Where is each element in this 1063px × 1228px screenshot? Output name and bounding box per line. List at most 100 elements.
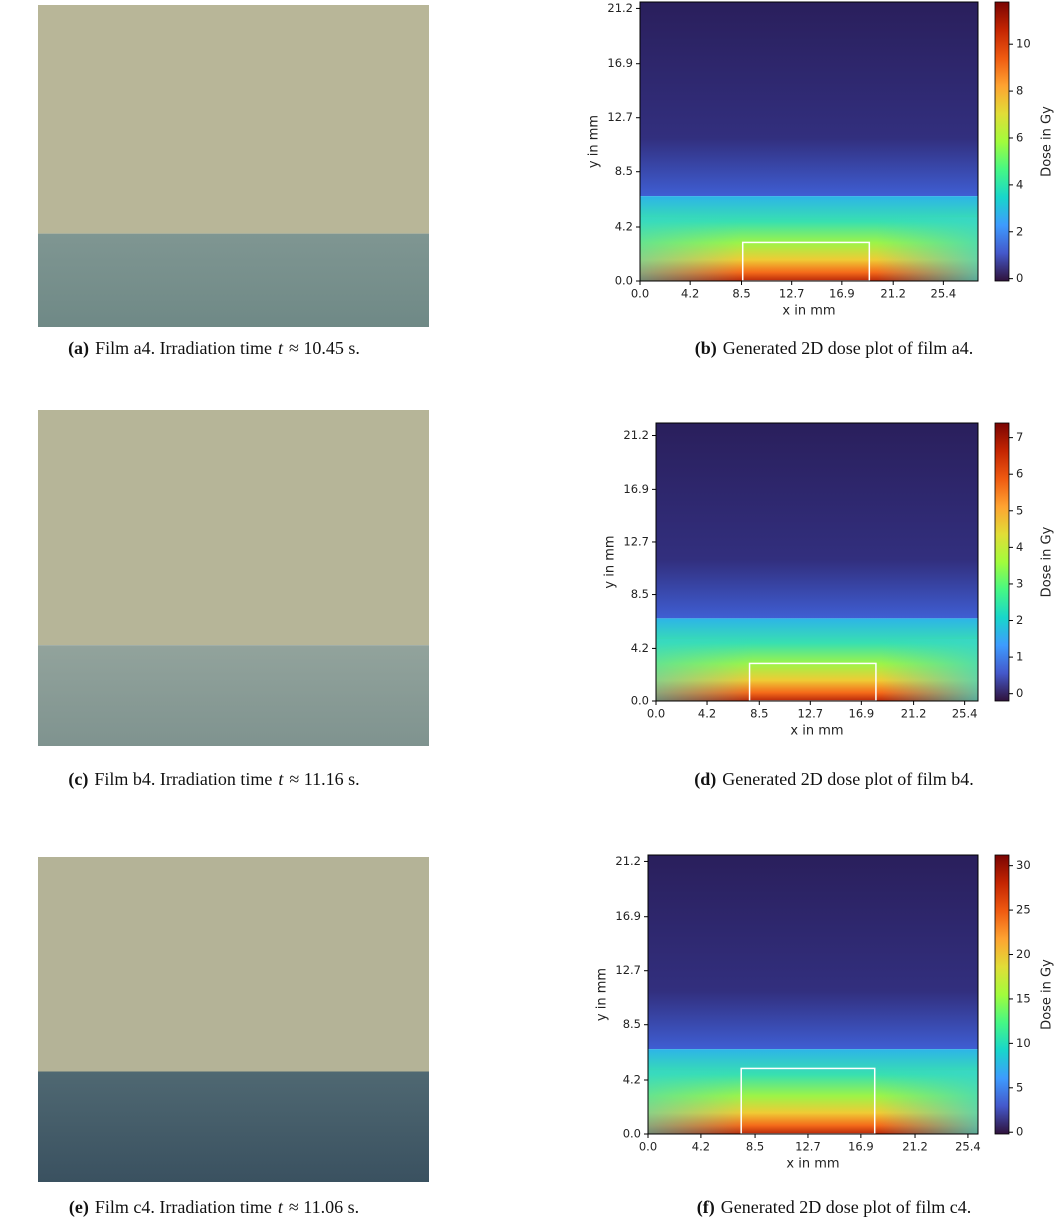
x-tick-label: 16.9 (829, 287, 855, 301)
x-axis-label: x in mm (786, 1157, 839, 1172)
x-tick-label: 25.4 (931, 287, 957, 301)
y-tick-label: 8.5 (615, 164, 633, 178)
caption-label: (a) (68, 338, 89, 359)
colorbar-tick-label: 6 (1016, 467, 1023, 481)
colorbar-tick-label: 10 (1016, 37, 1031, 51)
x-tick-label: 12.7 (795, 1140, 821, 1154)
caption: (a) Film a4. Irradiation time t ≈ 10.45 s. (68, 338, 360, 359)
colorbar-tick-label: 0 (1016, 686, 1023, 700)
y-tick-label: 0.0 (623, 1127, 641, 1141)
colorbar (994, 854, 1010, 1135)
y-tick-label: 16.9 (607, 56, 633, 70)
film-photo (38, 5, 429, 234)
x-tick-label: 21.2 (902, 1140, 928, 1154)
caption: (c) Film b4. Irradiation time t ≈ 11.16 s. (68, 769, 359, 790)
colorbar-tick-label: 20 (1016, 947, 1031, 961)
x-tick-label: 25.4 (952, 707, 978, 721)
colorbar-tick-label: 30 (1016, 858, 1031, 872)
y-tick-label: 21.2 (615, 854, 641, 868)
axes-frame (655, 422, 979, 702)
caption-text: Generated 2D dose plot of film a4. (723, 338, 973, 358)
colorbar-tick-label: 5 (1016, 503, 1023, 517)
caption-text: Generated 2D dose plot of film c4. (721, 1197, 971, 1217)
x-tick-label: 4.2 (692, 1140, 710, 1154)
colorbar-label: Dose in Gy (1040, 959, 1055, 1030)
axes-frame (647, 854, 979, 1135)
film-irradiated (38, 1071, 429, 1182)
x-tick-label: 4.2 (681, 287, 699, 301)
colorbar-tick-label: 4 (1016, 540, 1023, 554)
x-tick-label: 8.5 (746, 1140, 764, 1154)
caption-text: Film c4. Irradiation time (95, 1197, 272, 1217)
x-tick-label: 16.9 (849, 707, 875, 721)
y-axis-label: y in mm (595, 968, 610, 1021)
caption: (f) Generated 2D dose plot of film c4. (697, 1197, 971, 1218)
caption-var: t (278, 1197, 284, 1217)
film-photo (38, 410, 429, 646)
y-tick-label: 12.7 (623, 534, 649, 548)
colorbar-tick-label: 4 (1016, 177, 1023, 191)
colorbar (994, 1, 1010, 282)
colorbar-label: Dose in Gy (1040, 106, 1055, 177)
colorbar-tick-label: 25 (1016, 903, 1031, 917)
x-tick-label: 0.0 (647, 707, 665, 721)
colorbar-tick-label: 2 (1016, 224, 1023, 238)
y-tick-label: 21.2 (623, 428, 649, 442)
dose-edges (648, 1070, 978, 1134)
dose-low (656, 423, 978, 619)
colorbar-tick-label: 2 (1016, 613, 1023, 627)
x-tick-label: 8.5 (732, 287, 750, 301)
y-tick-label: 8.5 (623, 1017, 641, 1031)
colorbar-tick-label: 0 (1016, 1125, 1023, 1139)
caption: (e) Film c4. Irradiation time t ≈ 11.06 s. (69, 1197, 359, 1218)
colorbar-tick-label: 1 (1016, 650, 1023, 664)
y-tick-label: 0.0 (615, 274, 633, 288)
colorbar-tick-label: 6 (1016, 130, 1023, 144)
caption-text: Film b4. Irradiation time (94, 769, 272, 789)
y-tick-label: 4.2 (623, 1073, 641, 1087)
axes-frame (639, 1, 979, 282)
y-tick-label: 12.7 (607, 110, 633, 124)
x-tick-label: 12.7 (798, 707, 824, 721)
colorbar-tick-label: 5 (1016, 1080, 1023, 1094)
x-axis-label: x in mm (782, 304, 835, 319)
y-tick-label: 0.0 (631, 694, 649, 708)
y-tick-label: 16.9 (615, 909, 641, 923)
caption-label: (d) (694, 769, 716, 790)
x-tick-label: 0.0 (631, 287, 649, 301)
colorbar-tick-label: 0 (1016, 271, 1023, 285)
caption-text: Generated 2D dose plot of film b4. (722, 769, 973, 789)
x-axis-label: x in mm (790, 724, 843, 739)
caption-var: t (278, 769, 284, 789)
dose-low (648, 855, 978, 1050)
colorbar (994, 422, 1010, 702)
x-tick-label: 16.9 (848, 1140, 874, 1154)
y-tick-label: 16.9 (623, 482, 649, 496)
caption: (b) Generated 2D dose plot of film a4. (695, 338, 973, 359)
colorbar-tick-label: 3 (1016, 576, 1023, 590)
y-tick-label: 12.7 (615, 963, 641, 977)
caption-label: (b) (695, 338, 717, 359)
caption: (d) Generated 2D dose plot of film b4. (694, 769, 973, 790)
film-photo (38, 857, 429, 1072)
caption-var: t (278, 338, 284, 358)
x-tick-label: 4.2 (698, 707, 716, 721)
y-tick-label: 4.2 (631, 641, 649, 655)
colorbar-tick-label: 15 (1016, 991, 1031, 1005)
film-irradiated (38, 645, 429, 746)
dose-edges (656, 639, 978, 701)
colorbar-tick-label: 8 (1016, 84, 1023, 98)
dose-edges (640, 217, 978, 281)
y-axis-label: y in mm (587, 115, 602, 168)
x-tick-label: 8.5 (750, 707, 768, 721)
colorbar-label: Dose in Gy (1040, 526, 1055, 597)
y-axis-label: y in mm (603, 535, 618, 588)
y-tick-label: 8.5 (631, 587, 649, 601)
x-tick-label: 12.7 (779, 287, 805, 301)
colorbar-tick-label: 10 (1016, 1036, 1031, 1050)
x-tick-label: 25.4 (955, 1140, 981, 1154)
colorbar-tick-label: 7 (1016, 430, 1023, 444)
caption-label: (e) (69, 1197, 89, 1218)
y-tick-label: 21.2 (607, 1, 633, 15)
